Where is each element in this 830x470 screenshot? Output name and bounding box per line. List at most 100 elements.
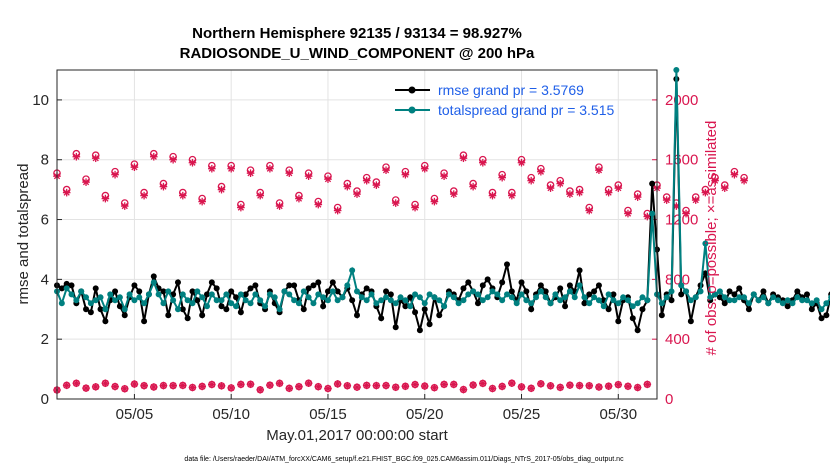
rmse-point — [784, 303, 791, 310]
legend: rmse grand pr = 3.5769 totalspread grand… — [395, 82, 615, 118]
obs-stroke — [702, 189, 709, 196]
rmse-point — [586, 291, 593, 298]
rmse-point — [557, 285, 564, 292]
obs-stroke — [189, 384, 196, 391]
rmse-point — [407, 294, 414, 301]
rmse-point — [237, 309, 244, 316]
y-left-tick-label: 10 — [32, 92, 49, 109]
totalspread-point — [562, 294, 569, 301]
totalspread-point — [334, 297, 341, 304]
totalspread-point — [731, 297, 738, 304]
obs-stroke — [644, 381, 651, 388]
obs-stroke — [131, 380, 138, 388]
y-right-tick-label: 1600 — [665, 152, 698, 169]
obs-assimilated-marker — [372, 181, 381, 189]
rmse-point — [92, 285, 99, 292]
obs-stroke — [411, 204, 419, 211]
obs-stroke — [508, 380, 515, 387]
y-right-tick-label: 1200 — [665, 212, 698, 229]
plot-area — [57, 70, 657, 399]
totalspread-point — [141, 300, 148, 307]
totalspread-point — [745, 300, 752, 307]
rmse-point — [324, 288, 331, 295]
totalspread-point — [310, 300, 317, 307]
obs-assimilated-marker — [459, 154, 468, 163]
obs-assimilated-marker — [169, 155, 177, 164]
rmse-point — [523, 288, 530, 295]
obs-low-assimilated-marker — [140, 381, 148, 390]
totalspread-point — [707, 294, 714, 301]
obs-low-assimilated-marker — [159, 381, 168, 390]
obs-stroke — [276, 380, 283, 387]
obs-low-assimilated-marker — [420, 382, 429, 390]
obs-stroke — [440, 173, 448, 180]
rmse-point — [658, 312, 665, 319]
obs-assimilated-marker — [546, 184, 555, 192]
obs-assimilated-marker — [101, 194, 110, 203]
obs-assimilated-marker — [595, 166, 603, 175]
rmse-point — [678, 291, 685, 298]
obs-low-assimilated-marker — [324, 384, 332, 393]
obs-assimilated-marker — [517, 158, 526, 167]
totalspread-point — [581, 294, 588, 301]
obs-stroke — [208, 165, 215, 172]
rmse-point — [595, 282, 602, 289]
obs-assimilated-marker — [314, 200, 323, 209]
obs-stroke — [557, 384, 564, 391]
rmse-point — [204, 291, 210, 298]
obs-low-assimilated-marker — [498, 382, 506, 391]
totalspread-point — [479, 297, 486, 304]
totalspread-point — [397, 294, 404, 301]
totalspread-point — [499, 297, 506, 304]
obs-low-assimilated-marker — [449, 380, 458, 389]
obs-low-assimilated-marker — [614, 380, 623, 389]
obs-stroke — [218, 382, 225, 389]
rmse-point — [605, 306, 612, 313]
obs-assimilated-marker — [662, 196, 671, 204]
obs-low-assimilated-marker — [217, 382, 226, 390]
obs-assimilated-marker — [740, 176, 748, 185]
totalspread-point — [373, 300, 380, 307]
totalspread-point — [750, 291, 757, 298]
totalspread-point — [808, 300, 815, 307]
rmse-point — [315, 279, 322, 286]
obs-stroke — [595, 383, 603, 391]
totalspread-point — [697, 288, 704, 295]
obs-stroke — [682, 210, 690, 217]
obs-stroke — [286, 170, 293, 177]
rmse-point — [194, 297, 201, 304]
obs-stroke — [276, 202, 283, 210]
obs-assimilated-marker — [420, 164, 429, 173]
totalspread-point — [799, 297, 806, 304]
obs-stroke — [595, 167, 603, 174]
obs-low-assimilated-marker — [643, 380, 652, 389]
obs-stroke — [199, 198, 206, 205]
totalspread-point — [368, 291, 375, 298]
obs-low-assimilated-marker — [101, 379, 110, 388]
obs-stroke — [586, 382, 593, 389]
totalspread-point — [537, 288, 544, 295]
obs-stroke — [634, 194, 641, 201]
rmse-point — [208, 279, 215, 286]
obs-stroke — [315, 383, 322, 390]
totalspread-point — [518, 291, 525, 298]
totalspread-point — [450, 294, 457, 301]
obs-stroke — [257, 192, 264, 199]
obs-stroke — [63, 382, 70, 389]
totalspread-point — [150, 279, 157, 286]
rmse-point — [136, 288, 143, 295]
obs-count-markers — [53, 149, 748, 394]
rmse-point — [141, 318, 148, 325]
rmse-point — [68, 282, 75, 289]
rmse-point — [731, 291, 738, 298]
totalspread-point — [683, 288, 690, 295]
rmse-point — [184, 315, 191, 322]
totalspread-point — [634, 300, 641, 307]
totalspread-point — [465, 291, 472, 298]
obs-assimilated-marker — [362, 176, 371, 185]
obs-stroke — [470, 183, 477, 190]
obs-low-assimilated-marker — [595, 383, 603, 391]
obs-stroke — [557, 180, 564, 187]
x-axis-label: May.01,2017 00:00:00 start — [266, 427, 448, 444]
